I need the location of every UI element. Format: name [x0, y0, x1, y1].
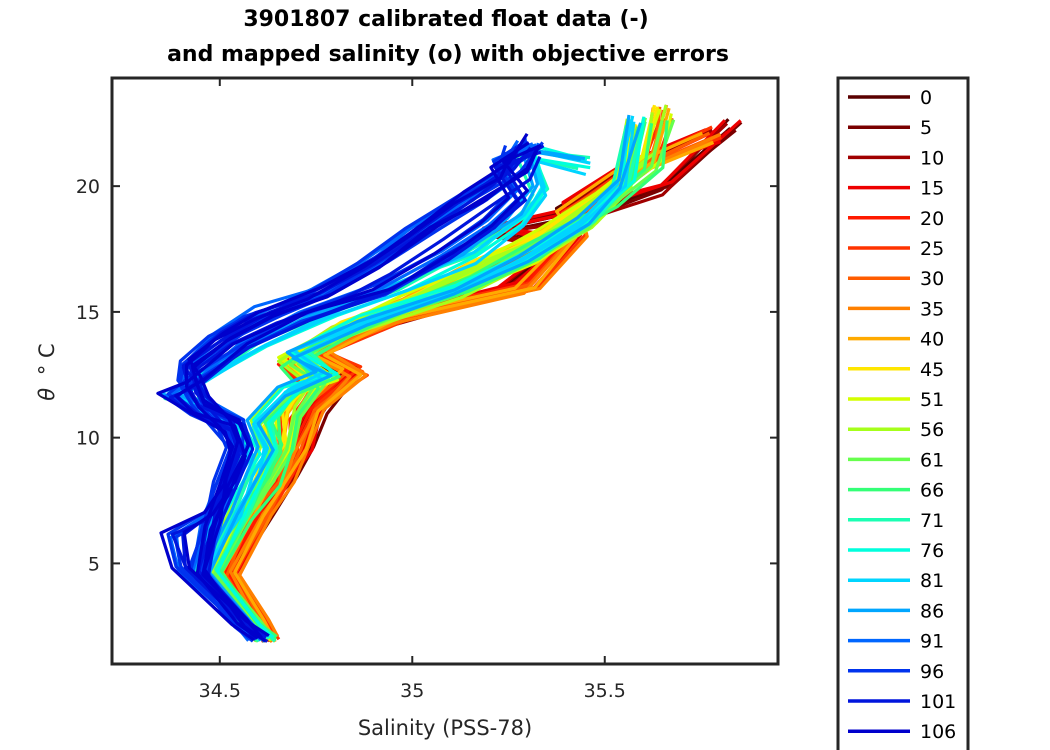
series-line-106: [191, 144, 541, 639]
legend-label: 40: [920, 329, 944, 351]
legend-label: 101: [920, 691, 956, 713]
legend-label: 76: [920, 540, 944, 562]
legend-label: 30: [920, 268, 944, 290]
x-tick-label: 35: [400, 680, 424, 702]
series-line-106: [174, 143, 542, 638]
y-tick-label: 20: [76, 176, 100, 198]
legend-box: [836, 76, 970, 750]
legend-label: 25: [920, 238, 944, 260]
legend-label: 45: [920, 359, 944, 381]
svg-text:θ ° C: θ ° C: [35, 343, 59, 400]
legend-label: 81: [920, 570, 944, 592]
legend-label: 5: [920, 117, 932, 139]
legend-label: 0: [920, 87, 932, 109]
legend-label: 66: [920, 480, 944, 502]
series-line-106: [156, 141, 530, 642]
legend-label: 51: [920, 389, 944, 411]
series-line-56: [199, 118, 629, 639]
legend-label: 96: [920, 661, 944, 683]
legend-label: 10: [920, 147, 944, 169]
legend: 0 5 10 15 20 25 30 35 40 45 51 56 61 66 71 76 81 86 91 96 10…: [836, 76, 970, 750]
axes-box: [110, 76, 780, 666]
legend-label: 35: [920, 298, 944, 320]
legend-label: 71: [920, 510, 944, 532]
series-line-86: [198, 114, 631, 638]
x-tick-label: 35.5: [584, 680, 626, 702]
legend-label: 61: [920, 449, 944, 471]
legend-label: 20: [920, 208, 944, 230]
series-line-101: [182, 145, 519, 638]
series-line-106: [187, 132, 529, 643]
y-axis-label: θ ° C: [35, 343, 59, 400]
legend-label: 106: [920, 721, 956, 743]
y-axis-label-unit: ° C: [35, 343, 59, 375]
y-axis-label-symbol: θ: [35, 388, 59, 401]
chart-title-line1: 3901807 calibrated float data (-): [243, 7, 648, 32]
x-axis-ticks: 34.5 35 35.5: [199, 78, 626, 702]
series-line-45: [205, 104, 657, 639]
chart-title-line2: and mapped salinity (o) with objective e…: [167, 42, 729, 67]
series-line-76: [204, 119, 631, 639]
legend-label: 56: [920, 419, 944, 441]
legend-label: 15: [920, 178, 944, 200]
profile-curves: [156, 104, 743, 643]
plot-area: 34.5 35 35.5 5 10 15 20: [76, 76, 780, 702]
legend-label: 86: [920, 600, 944, 622]
y-tick-label: 10: [76, 428, 100, 450]
x-tick-label: 34.5: [199, 680, 241, 702]
series-line-96: [176, 145, 508, 642]
x-axis-label: Salinity (PSS-78): [358, 716, 532, 740]
series-line-81: [206, 115, 635, 643]
y-tick-label: 5: [88, 553, 100, 575]
y-axis-ticks: 5 10 15 20: [76, 176, 778, 575]
series-line-106: [184, 153, 513, 640]
legend-label: 91: [920, 631, 944, 653]
y-tick-label: 15: [76, 302, 100, 324]
series-line-86: [208, 122, 643, 643]
